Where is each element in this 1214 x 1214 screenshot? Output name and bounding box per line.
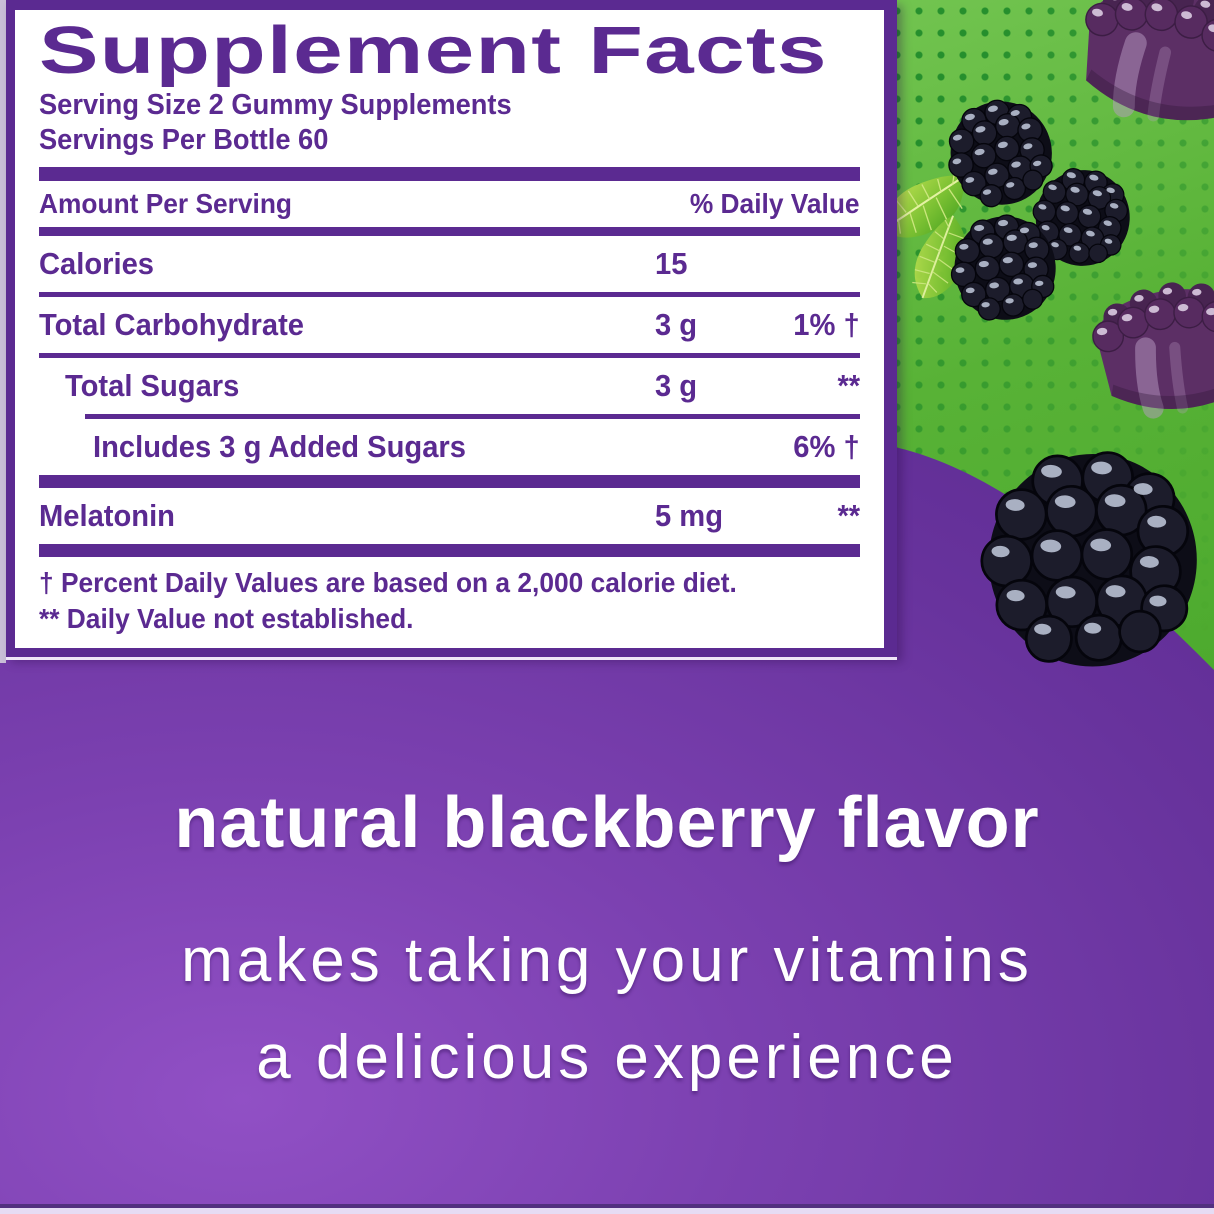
- footnote-not-established: ** Daily Value not established.: [39, 603, 414, 634]
- serving-size-text: Serving Size 2 Gummy Supplements: [39, 89, 512, 121]
- nutrient-amount: 3 g: [655, 307, 698, 342]
- thin-divider: [39, 353, 860, 358]
- thin-divider: [39, 292, 860, 297]
- nutrient-daily-value: 6% †: [793, 429, 860, 464]
- nutrient-name: Total Carbohydrate: [39, 307, 304, 342]
- amount-per-serving-header: Amount Per Serving: [39, 188, 293, 219]
- label-bottom-edge: [0, 1204, 1214, 1214]
- flavor-headline: natural blackberry flavor: [174, 783, 1040, 863]
- thick-divider: [39, 544, 860, 557]
- panel-title: Supplement Facts: [39, 13, 828, 88]
- footnotes: † Percent Daily Values are based on a 2,…: [39, 565, 860, 637]
- nutrient-daily-value: 1% †: [793, 307, 860, 342]
- blackberry-icon: [972, 436, 1213, 679]
- label-edge-strip: [0, 0, 6, 663]
- nutrition-row-added-sugars: Includes 3 g Added Sugars 6% †: [39, 419, 860, 475]
- daily-value-header: % Daily Value: [690, 188, 860, 219]
- tagline-line-1: makes taking your vitamins: [181, 926, 1033, 995]
- nutrient-name: Total Sugars: [65, 368, 240, 403]
- nutrition-row-melatonin: Melatonin 5 mg **: [39, 488, 860, 544]
- nutrition-row-calories: Calories 15: [39, 236, 860, 292]
- tagline-line-2: a delicious experience: [256, 1023, 958, 1092]
- nutrient-name: Includes 3 g Added Sugars: [93, 429, 466, 464]
- thick-divider: [39, 167, 860, 181]
- nutrient-daily-value: **: [837, 498, 860, 533]
- nutrient-name: Melatonin: [39, 498, 175, 533]
- servings-per-bottle-text: Servings Per Bottle 60: [39, 124, 329, 156]
- gummy-icon: [1080, 263, 1214, 441]
- nutrient-name: Calories: [39, 246, 155, 281]
- thick-divider: [39, 475, 860, 488]
- nutrition-row-total-carbohydrate: Total Carbohydrate 3 g 1% †: [39, 297, 860, 353]
- thin-divider-indented: [85, 414, 860, 419]
- medium-divider: [39, 227, 860, 236]
- supplement-facts-panel: Supplement Facts Serving Size 2 Gummy Su…: [6, 0, 897, 657]
- nutrient-daily-value: **: [837, 368, 860, 403]
- nutrition-row-total-sugars: Total Sugars 3 g **: [39, 358, 860, 414]
- nutrient-amount: 5 mg: [655, 498, 724, 533]
- nutrient-amount: 15: [655, 246, 688, 281]
- footnote-daily-values: † Percent Daily Values are based on a 2,…: [39, 567, 737, 598]
- blackberry-icon: [946, 208, 1063, 325]
- nutrient-amount: 3 g: [655, 368, 698, 403]
- column-header-row: Amount Per Serving % Daily Value: [39, 181, 860, 227]
